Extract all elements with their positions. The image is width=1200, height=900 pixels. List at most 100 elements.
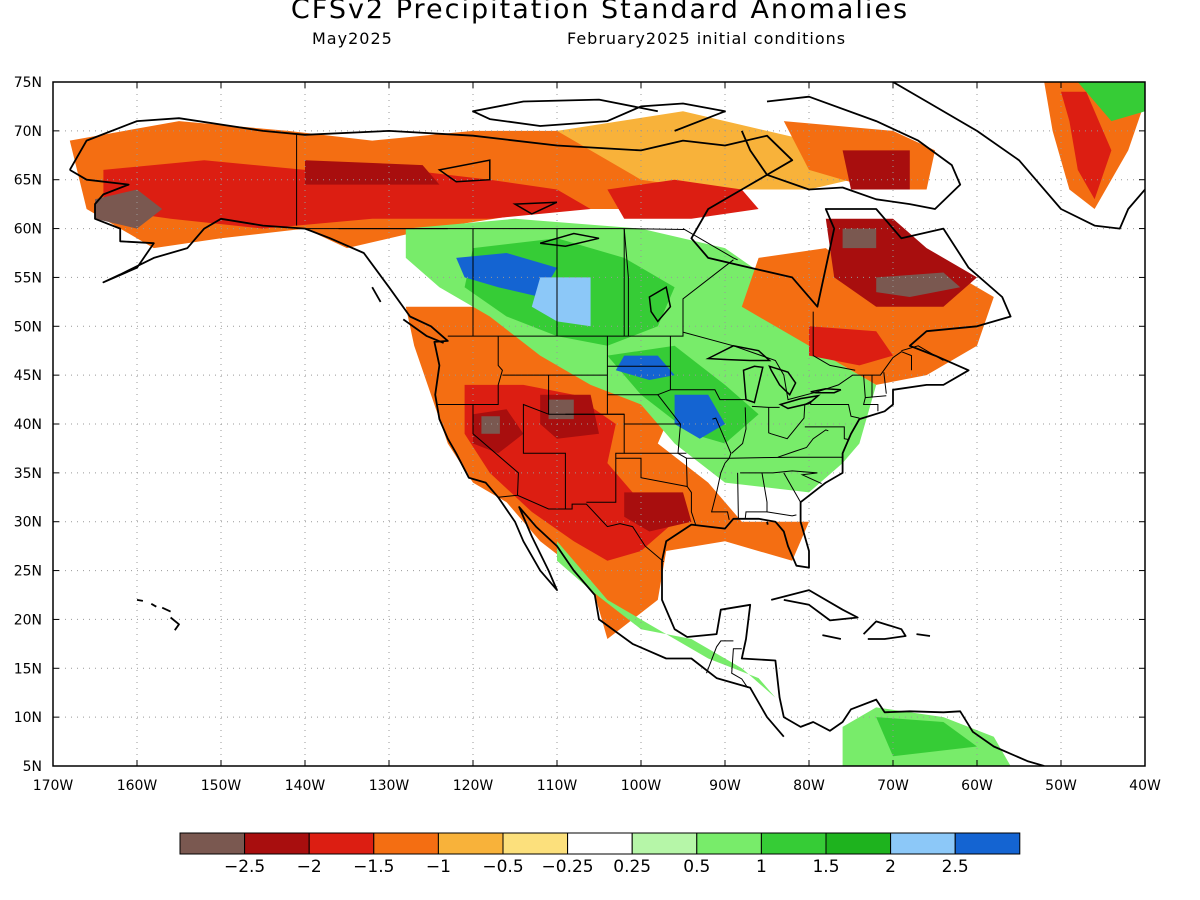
anomaly-region-19 — [674, 394, 725, 439]
lat-label: 50N — [14, 319, 42, 335]
colorbar-swatch-12 — [954, 832, 1021, 855]
lon-label: 130W — [369, 778, 410, 794]
anomaly-region-16 — [531, 277, 591, 327]
border-line-37 — [682, 228, 738, 261]
border-line-29 — [777, 429, 829, 458]
coastline-13 — [170, 616, 180, 631]
border-line-20 — [737, 472, 739, 519]
colorbar-label: −0.5 — [482, 857, 523, 877]
border-line-16 — [670, 389, 746, 401]
border-line-2 — [498, 494, 665, 563]
coastline-8 — [916, 633, 931, 637]
lat-label: 15N — [14, 661, 42, 677]
lake-outline-6 — [512, 201, 558, 215]
coastline-5 — [766, 521, 769, 525]
coastline-15 — [371, 286, 382, 303]
colorbar-label: −2.5 — [224, 857, 265, 877]
colorbar-label: 1.5 — [812, 857, 839, 877]
anomaly-region-29 — [1077, 82, 1145, 122]
lat-label: 35N — [14, 466, 42, 482]
border-line-40 — [682, 259, 734, 337]
lon-label: 110W — [537, 778, 578, 794]
colorbar-swatch-10 — [825, 832, 892, 855]
colorbar-swatch-6 — [567, 832, 633, 855]
coastline-layer — [69, 82, 1145, 766]
colorbar-label: 0.25 — [613, 857, 651, 877]
lat-label: 75N — [14, 75, 42, 91]
lon-label: 120W — [453, 778, 494, 794]
anomaly-region-2 — [95, 189, 163, 229]
border-line-24 — [731, 407, 747, 454]
border-line-18 — [686, 456, 844, 459]
border-line-42 — [901, 345, 944, 361]
anomaly-region-32 — [876, 717, 977, 757]
colorbar-swatch-7 — [631, 832, 698, 855]
anomaly-region-18 — [615, 355, 675, 380]
anomaly-region-9 — [481, 416, 500, 434]
border-line-25 — [768, 404, 806, 440]
border-line-33 — [883, 372, 887, 394]
border-line-44 — [731, 648, 749, 689]
colorbar-swatch-3 — [373, 832, 439, 855]
coastline-9 — [822, 634, 842, 640]
coastline-7 — [862, 620, 907, 640]
anomaly-region-22 — [842, 228, 877, 249]
lon-label: 50W — [1045, 778, 1077, 794]
lat-label: 5N — [23, 759, 42, 775]
axis-layer: 75N 70N 65N 60N 55N 50N 45N 40N 35N 30N 25N 20N 15N 1… — [14, 75, 1161, 794]
lat-label: 60N — [14, 222, 42, 238]
lon-label: 160W — [117, 778, 158, 794]
anomaly-region-28 — [1061, 91, 1112, 200]
colorbar-label: −1.5 — [353, 857, 394, 877]
lon-label: 40W — [1129, 778, 1161, 794]
border-line-5 — [522, 375, 566, 509]
lat-label: 70N — [14, 124, 42, 140]
coastline-1 — [69, 169, 785, 738]
anomaly-region-5 — [607, 179, 759, 219]
border-line-1 — [447, 331, 912, 401]
lake-outline-3 — [778, 394, 821, 410]
lake-outline-1 — [742, 365, 764, 404]
lon-label: 140W — [285, 778, 326, 794]
coastline-14 — [402, 318, 444, 344]
coastline-11 — [150, 603, 157, 608]
colorbar: −2.5 −2 −1.5 −1 −0.5 −0.25 0.25 0.5 1 1.5 2 2.5 — [179, 832, 1021, 877]
border-line-30 — [862, 375, 879, 412]
lon-label: 60W — [961, 778, 993, 794]
coastline-12 — [161, 606, 171, 613]
border-line-27 — [804, 400, 860, 419]
border-line-45 — [706, 640, 734, 674]
lat-label: 45N — [14, 368, 42, 384]
lat-label: 55N — [14, 270, 42, 286]
colorbar-swatch-5 — [502, 832, 569, 855]
lon-label: 90W — [709, 778, 741, 794]
border-line-43 — [623, 228, 629, 337]
lake-outline-7 — [437, 159, 491, 183]
initial-conditions: February2025 initial conditions — [567, 29, 847, 48]
anomaly-region-26 — [842, 150, 910, 190]
anomaly-region-1 — [103, 160, 591, 229]
border-line-17 — [710, 417, 732, 520]
border-line-15 — [615, 457, 688, 487]
lake-outline-2 — [768, 365, 797, 396]
forecast-month: May2025 — [312, 29, 393, 48]
coastline-2 — [891, 82, 1145, 230]
border-line-19 — [740, 470, 822, 485]
border-line-28 — [804, 426, 850, 441]
border-line-4 — [472, 404, 519, 496]
colorbar-label: −2 — [297, 857, 322, 877]
anomaly-region-3 — [305, 160, 440, 185]
lat-label: 25N — [14, 564, 42, 580]
border-line-26 — [751, 405, 780, 408]
lat-label: 10N — [14, 710, 42, 726]
lon-label: 150W — [201, 778, 242, 794]
map-title: CFSv2 Precipitation Standard Anomalies — [290, 0, 910, 25]
colorbar-label: 0.5 — [683, 857, 710, 877]
lat-label: 30N — [14, 515, 42, 531]
coastline-4 — [472, 98, 726, 132]
coastline-0 — [69, 117, 1045, 766]
lat-label: 20N — [14, 612, 42, 628]
border-line-31 — [865, 395, 887, 399]
border-line-22 — [766, 511, 797, 517]
